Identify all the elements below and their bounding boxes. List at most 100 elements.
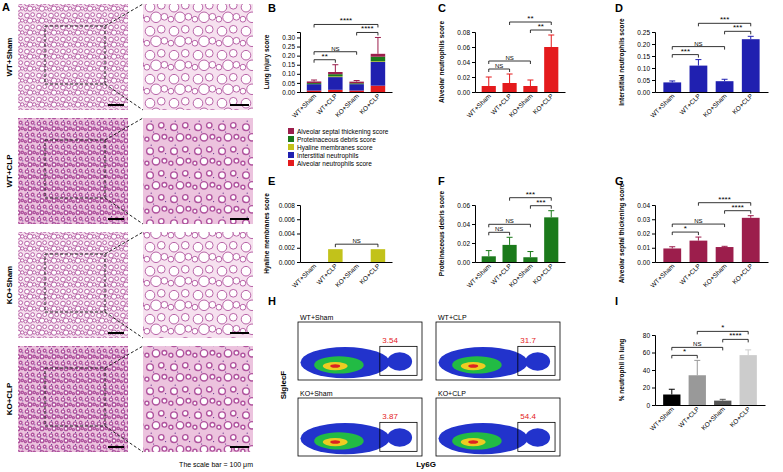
plot-area — [663, 216, 759, 262]
y-axis-title: Alveolar neutrophils score — [438, 21, 446, 103]
tick-label: 0.00 — [637, 89, 650, 96]
y-tick: 0.000 — [279, 259, 300, 266]
axis-line — [652, 33, 656, 93]
error-cap — [311, 80, 317, 81]
error-bar — [311, 80, 317, 81]
plot-title: WT+Sham — [300, 314, 333, 321]
plot-area — [307, 37, 385, 92]
tick-label: 0.10 — [637, 65, 650, 72]
tick-mark — [652, 92, 655, 93]
tick-label: 0.20 — [282, 52, 295, 59]
significance-bracket — [489, 69, 510, 72]
bar — [349, 82, 363, 84]
error-bar — [745, 350, 751, 355]
gate-percent: 3.54 — [382, 336, 398, 345]
density-gated — [387, 428, 412, 447]
tick-mark — [297, 37, 300, 38]
zoom-connector — [105, 312, 143, 338]
legend-label: Alveolar septal thickening score — [297, 128, 389, 136]
significance-bracket — [314, 52, 357, 55]
y-tick: 0.10 — [637, 65, 655, 72]
tick-label: 0.06 — [457, 202, 470, 209]
error-cap — [527, 80, 533, 81]
axis-line — [656, 92, 769, 93]
plot-area — [328, 249, 385, 262]
x-tick: KO+Sham — [334, 92, 360, 118]
tick-mark — [297, 234, 300, 235]
tick-label: 0.20 — [637, 41, 650, 48]
bar — [328, 90, 342, 92]
bar — [371, 249, 385, 262]
x-tick: KO+Sham — [700, 405, 726, 431]
tick-label: 0.02 — [457, 240, 470, 247]
x-tick: WT+Sham — [291, 262, 318, 289]
error-cap — [527, 251, 533, 252]
tick-label: 0.00 — [457, 89, 470, 96]
error-line — [377, 37, 378, 53]
significance-label: NS — [693, 341, 701, 347]
y-tick: 0.15 — [637, 53, 655, 60]
scale-bar — [108, 218, 124, 220]
tick-mark — [652, 56, 655, 57]
density-peak — [468, 364, 478, 367]
error-line — [551, 35, 552, 47]
significance-label: NS — [352, 238, 360, 244]
bar — [523, 86, 537, 92]
x-axis: WT+ShamWT+CLPKO+ShamKO+CLP — [465, 92, 565, 119]
panel-label: H — [268, 295, 276, 307]
bar — [690, 241, 708, 262]
y-axis: 0.000.050.100.150.200.250.30 — [282, 33, 300, 96]
bar — [307, 262, 321, 263]
error-cap — [695, 237, 701, 238]
tick-label: WT+Sham — [291, 262, 318, 289]
bar — [307, 91, 321, 92]
tick-label: KO+CLP — [731, 92, 754, 115]
tick-mark — [472, 62, 475, 63]
tick-label: 0 — [646, 402, 650, 409]
y-tick: 0.06 — [457, 44, 475, 51]
error-cap — [695, 59, 701, 60]
bar — [716, 247, 734, 262]
tick-label: 0.05 — [637, 77, 650, 84]
density-outer — [438, 423, 527, 454]
significance-label: **** — [361, 24, 373, 33]
density-peak — [468, 440, 478, 443]
y-tick: 0.00 — [457, 259, 475, 266]
tick-label: 0.04 — [637, 202, 650, 209]
y-tick: 0.05 — [637, 77, 655, 84]
tick-label: WT+CLP — [678, 92, 702, 116]
bar — [663, 82, 681, 92]
axis-line — [297, 33, 301, 93]
y-tick: 20 — [643, 384, 655, 391]
significance-label: ** — [322, 52, 328, 61]
y-tick: 0.02 — [457, 240, 475, 247]
y-axis-title: % neutrophil in lung — [618, 339, 626, 401]
significance-label: **** — [340, 16, 352, 25]
significance-label: ** — [538, 22, 544, 31]
y-tick: 0.01 — [637, 244, 655, 251]
x-tick: KO+Sham — [507, 262, 533, 288]
gate — [380, 346, 417, 375]
error-bar — [722, 79, 728, 81]
axis-line — [297, 206, 301, 263]
x-tick: KO+Sham — [507, 92, 533, 118]
bar — [663, 248, 681, 262]
axis-line — [652, 206, 656, 263]
tick-mark — [472, 32, 475, 33]
x-tick: WT+CLP — [677, 405, 701, 429]
x-tick: KO+Sham — [702, 262, 728, 288]
density-mid — [452, 432, 502, 449]
tick-mark — [297, 92, 300, 93]
tick-mark — [652, 68, 655, 69]
error-cap — [722, 246, 728, 247]
significance-bracket — [335, 244, 378, 247]
x-tick: WT+Sham — [649, 262, 676, 289]
y-tick: 0.00 — [637, 89, 655, 96]
tick-mark — [472, 77, 475, 78]
bar — [328, 77, 342, 90]
error-line — [748, 350, 749, 355]
bar — [307, 84, 321, 85]
error-cap — [745, 349, 751, 350]
legend-label: Proteinaceous debris score — [297, 136, 376, 143]
error-bar — [669, 389, 675, 394]
